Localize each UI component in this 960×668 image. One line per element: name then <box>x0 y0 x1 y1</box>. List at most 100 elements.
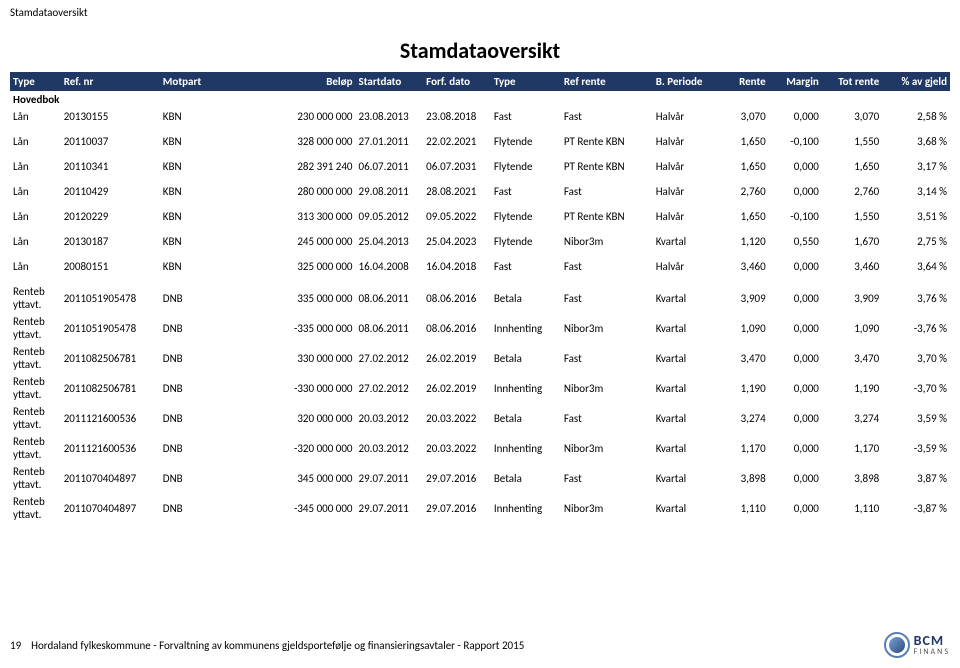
table-cell <box>220 343 280 373</box>
table-cell: Nibor3m <box>561 313 653 343</box>
table-cell: PT Rente KBN <box>561 133 653 150</box>
table-cell: KBN <box>160 258 220 275</box>
table-cell: Halvår <box>653 183 721 200</box>
table-cell: 2011070404897 <box>61 463 160 493</box>
table-cell <box>220 183 280 200</box>
table-cell: 08.06.2011 <box>356 283 424 313</box>
table-cell: 320 000 000 <box>281 403 356 433</box>
table-cell: 345 000 000 <box>281 463 356 493</box>
table-cell: 29.08.2011 <box>356 183 424 200</box>
table-cell: 2,760 <box>822 183 882 200</box>
column-header: Ref rente <box>561 72 653 91</box>
table-cell: 1,090 <box>720 313 768 343</box>
table-cell: Innhenting <box>491 493 561 523</box>
table-cell: 280 000 000 <box>281 183 356 200</box>
table-cell: 1,120 <box>720 233 768 250</box>
table-cell: 2,58 % <box>882 108 950 125</box>
column-header: Type <box>10 72 61 91</box>
table-cell: 1,170 <box>822 433 882 463</box>
table-cell: 3,64 % <box>882 258 950 275</box>
table-row: Renteb yttavt.2011070404897DNB345 000 00… <box>10 463 950 493</box>
table-cell: Nibor3m <box>561 233 653 250</box>
table-cell: Fast <box>561 258 653 275</box>
table-cell <box>220 433 280 463</box>
table-cell: 25.04.2013 <box>356 233 424 250</box>
table-cell: 20.03.2012 <box>356 403 424 433</box>
table-cell: Renteb yttavt. <box>10 433 61 463</box>
column-header: Motpart <box>160 72 220 91</box>
table-cell: Renteb yttavt. <box>10 313 61 343</box>
table-cell: 1,170 <box>720 433 768 463</box>
table-cell: 2011082506781 <box>61 373 160 403</box>
table-cell: DNB <box>160 463 220 493</box>
table-row: Lån20110429KBN280 000 00029.08.201128.08… <box>10 183 950 200</box>
table-cell: -3,76 % <box>882 313 950 343</box>
table-cell: DNB <box>160 403 220 433</box>
table-cell: 0,000 <box>769 283 822 313</box>
table-cell: Halvår <box>653 208 721 225</box>
table-cell: KBN <box>160 158 220 175</box>
table-cell <box>220 133 280 150</box>
table-row: Lån20130155KBN230 000 00023.08.201323.08… <box>10 108 950 125</box>
table-cell <box>220 373 280 403</box>
table-row: Renteb yttavt.2011121600536DNB-320 000 0… <box>10 433 950 463</box>
column-header: Rente <box>720 72 768 91</box>
table-cell: Renteb yttavt. <box>10 283 61 313</box>
table-cell: 2011070404897 <box>61 493 160 523</box>
logo-finans: FINANS <box>914 648 950 656</box>
table-cell: -3,70 % <box>882 373 950 403</box>
table-cell: 3,460 <box>720 258 768 275</box>
table-row: Renteb yttavt.2011082506781DNB330 000 00… <box>10 343 950 373</box>
table-cell: Lån <box>10 233 61 250</box>
table-cell: Halvår <box>653 133 721 150</box>
spacer-row <box>10 200 950 208</box>
table-cell: 29.07.2011 <box>356 493 424 523</box>
table-cell: 09.05.2012 <box>356 208 424 225</box>
table-cell: 3,898 <box>720 463 768 493</box>
table-cell: Fast <box>491 258 561 275</box>
table-cell: Nibor3m <box>561 493 653 523</box>
table-cell: Halvår <box>653 158 721 175</box>
table-cell: Fast <box>561 183 653 200</box>
table-cell: DNB <box>160 493 220 523</box>
table-cell: 1,090 <box>822 313 882 343</box>
table-cell: 29.07.2016 <box>423 493 491 523</box>
table-cell: KBN <box>160 133 220 150</box>
table-cell: 330 000 000 <box>281 343 356 373</box>
page-number: 19 <box>10 639 21 652</box>
table-cell <box>220 403 280 433</box>
table-cell: KBN <box>160 183 220 200</box>
table-cell: -0,100 <box>769 133 822 150</box>
logo-text: BCM FINANS <box>914 634 950 656</box>
table-cell: Fast <box>561 343 653 373</box>
table-cell: Betala <box>491 403 561 433</box>
table-cell: Kvartal <box>653 233 721 250</box>
table-cell <box>220 258 280 275</box>
table-cell: 3,898 <box>822 463 882 493</box>
table-cell: 3,87 % <box>882 463 950 493</box>
table-cell: 3,51 % <box>882 208 950 225</box>
table-cell <box>220 313 280 343</box>
table-cell: 20130187 <box>61 233 160 250</box>
table-cell: Nibor3m <box>561 373 653 403</box>
table-row: Renteb yttavt.2011051905478DNB335 000 00… <box>10 283 950 313</box>
table-cell: 3,274 <box>720 403 768 433</box>
table-cell: 3,909 <box>822 283 882 313</box>
spacer-row <box>10 125 950 133</box>
spacer-row <box>10 175 950 183</box>
table-cell: Fast <box>491 183 561 200</box>
table-cell: Lån <box>10 158 61 175</box>
table-cell: Fast <box>561 108 653 125</box>
table-cell: 20080151 <box>61 258 160 275</box>
table-cell: PT Rente KBN <box>561 158 653 175</box>
table-cell: -320 000 000 <box>281 433 356 463</box>
table-cell: 3,070 <box>720 108 768 125</box>
table-cell: 0,000 <box>769 493 822 523</box>
column-header: Beløp <box>281 72 356 91</box>
table-cell: 20110037 <box>61 133 160 150</box>
table-row: Renteb yttavt.2011070404897DNB-345 000 0… <box>10 493 950 523</box>
table-cell: 0,000 <box>769 258 822 275</box>
table-cell: 325 000 000 <box>281 258 356 275</box>
table-cell: Kvartal <box>653 343 721 373</box>
table-cell: 20130155 <box>61 108 160 125</box>
